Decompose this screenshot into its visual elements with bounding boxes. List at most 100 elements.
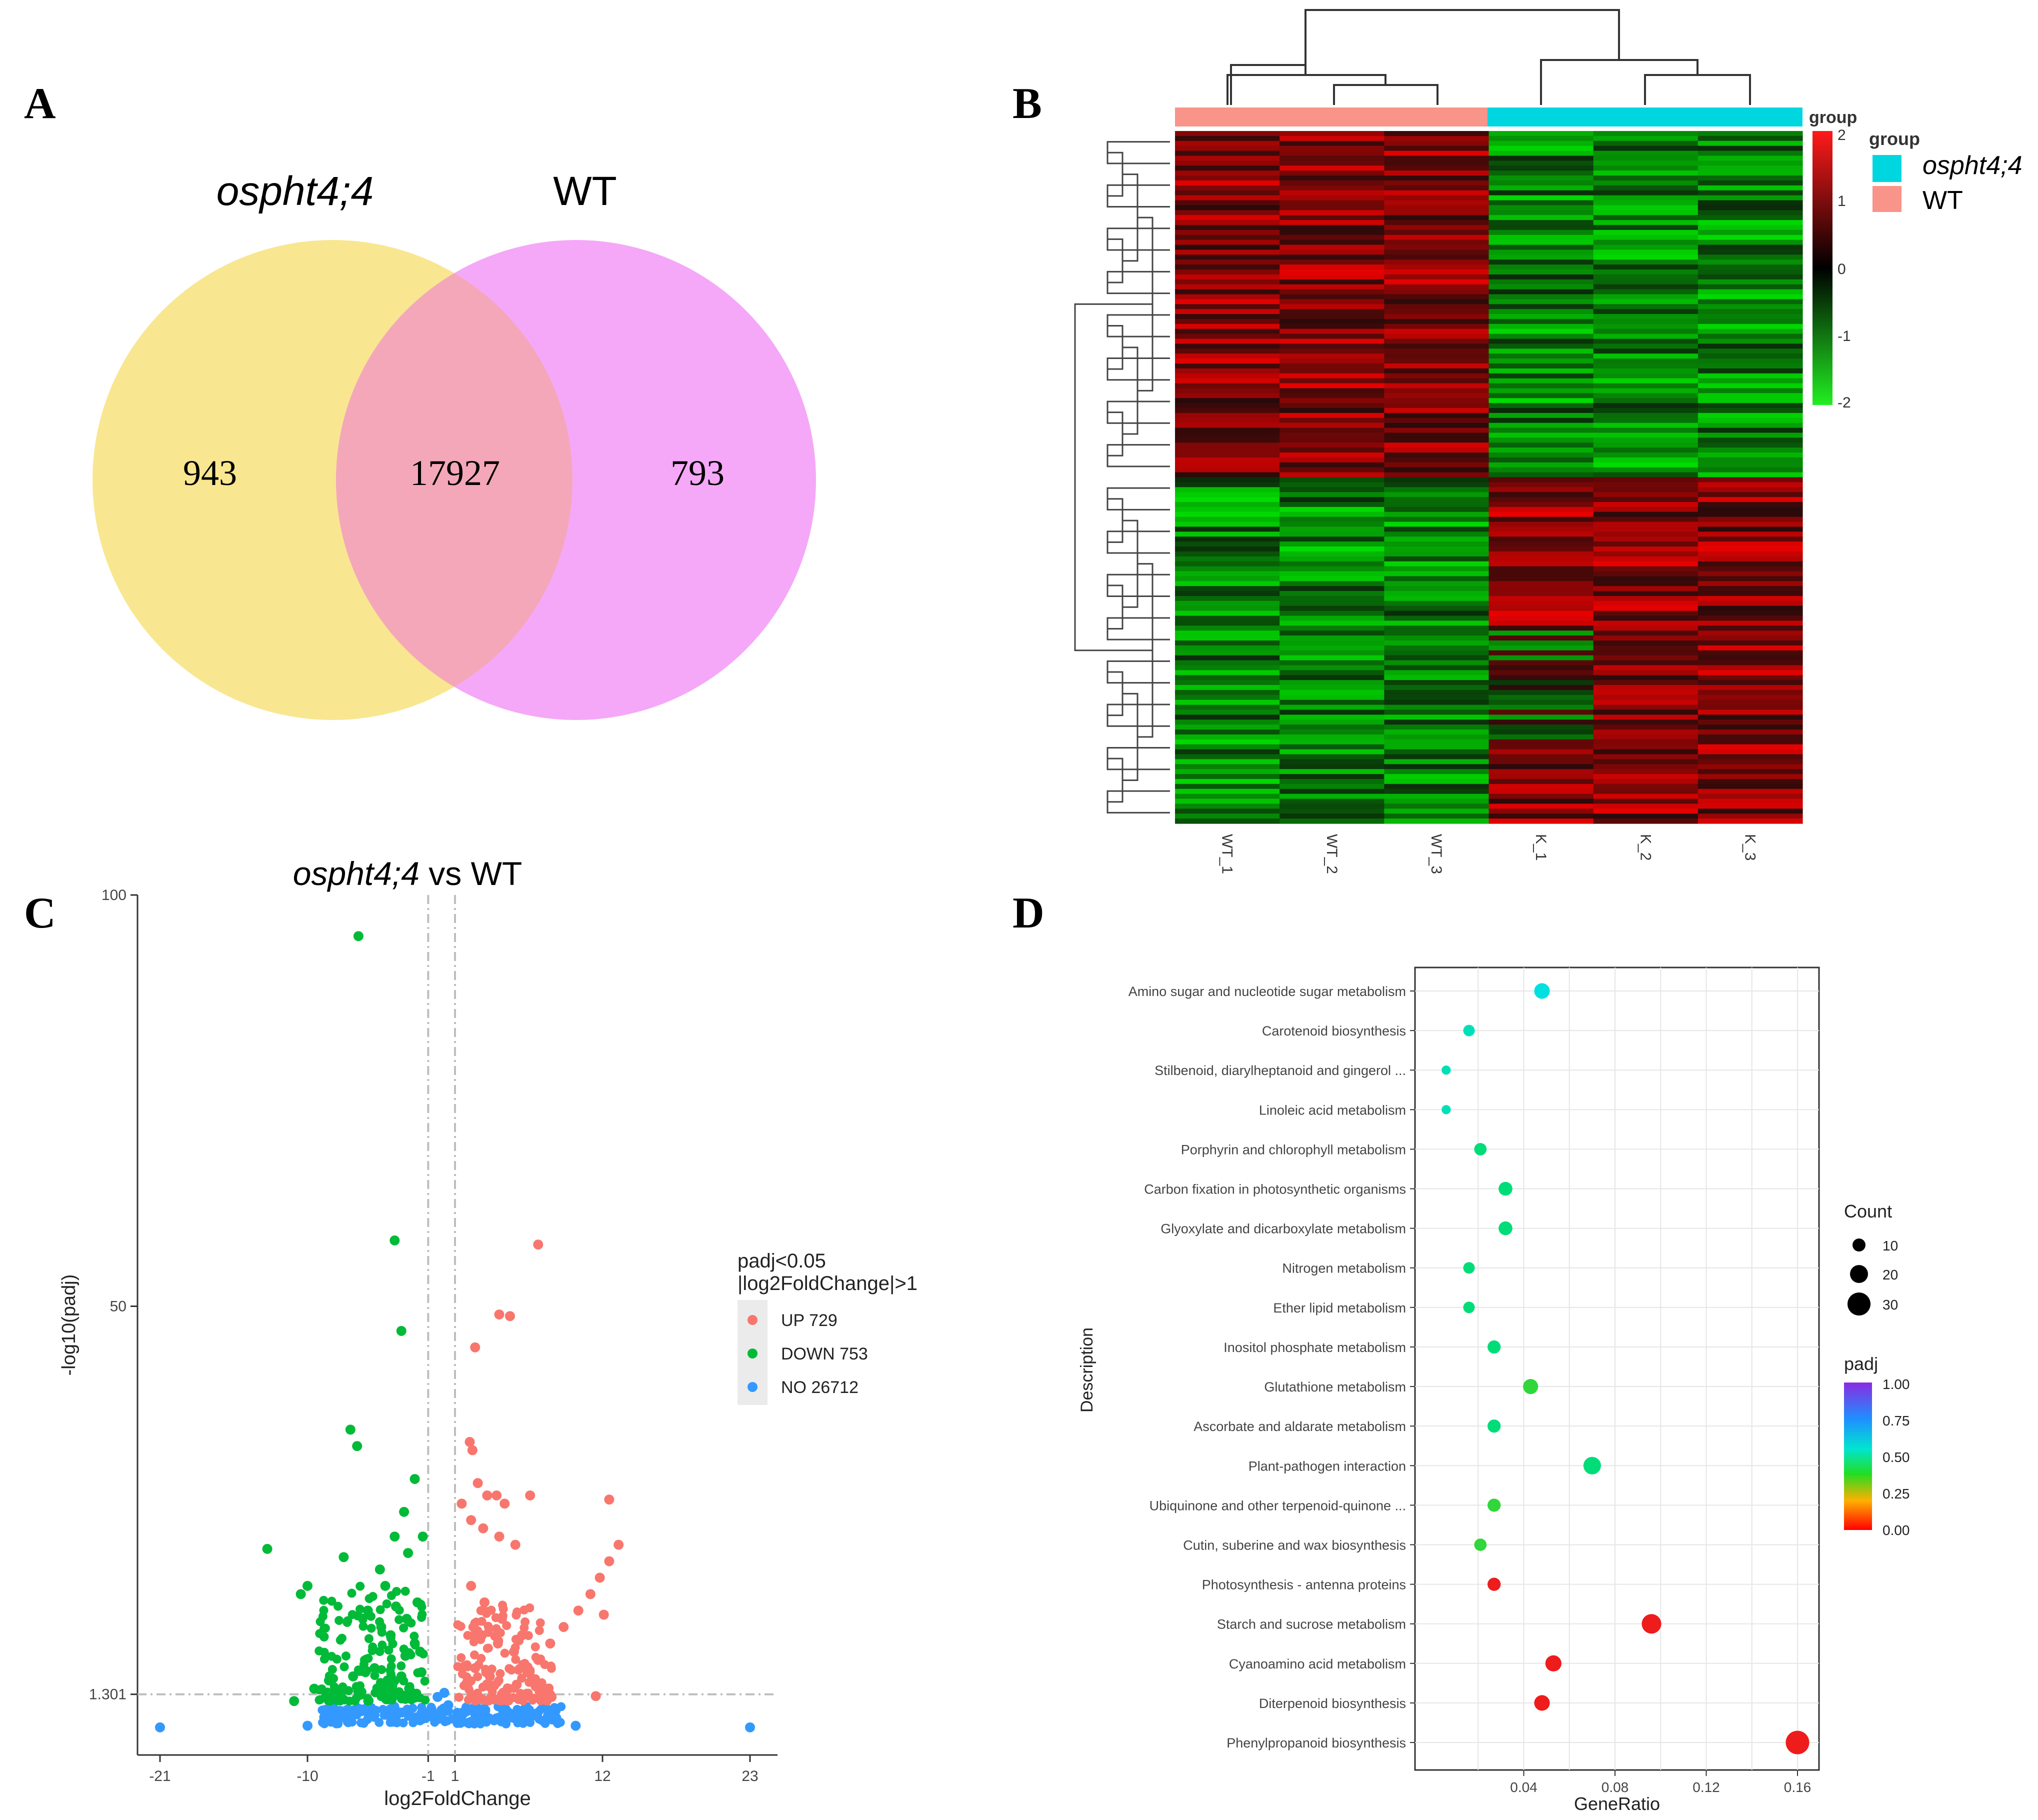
down-point [359,1660,368,1669]
heatmap-cell [1384,398,1490,404]
count-legend-title: Count [1844,1201,1892,1222]
heatmap-cell [1175,477,1280,482]
heatmap-cell [1280,680,1384,686]
down-point [345,1424,356,1435]
heatmap-cell [1698,546,1803,552]
heatmap-cell [1698,482,1803,488]
heatmap-cell [1384,254,1490,260]
heatmap-cell [1175,685,1280,690]
heatmap-cell [1593,363,1698,369]
up-point [537,1678,546,1688]
down-point [330,1682,339,1692]
legend-label-ospht: ospht4;4 [1922,151,2022,180]
heatmap-cell [1280,383,1384,389]
heatmap-cell [1175,136,1280,142]
heatmap-cell [1698,457,1803,463]
heatmap-cell [1488,818,1594,824]
panel-letter-b: B [1012,80,1042,128]
heatmap-cell [1488,457,1594,463]
heatmap-cell [1175,542,1280,547]
no-point [322,1712,333,1722]
heatmap-cell [1280,418,1384,424]
heatmap-cell [1698,432,1803,438]
heatmap-scale-ticks: 2 1 0 -1 -2 [1838,127,1851,411]
heatmap-cell [1488,318,1594,324]
heatmap-cell [1280,328,1384,334]
up-point [480,1664,490,1674]
heatmap-cell [1175,334,1280,340]
heatmap-cell [1280,714,1384,720]
heatmap-cell [1280,408,1384,414]
heatmap-cell [1488,264,1594,270]
heatmap-cell [1488,694,1594,700]
heatmap-cell [1280,205,1384,210]
heatmap-cell [1488,492,1594,498]
no-point [302,1720,312,1731]
volcano-xlabel: log2FoldChange [384,1788,531,1810]
heatmap-cell [1384,690,1490,696]
heatmap-cell [1175,314,1280,320]
heatmap-cell [1175,338,1280,344]
heatmap-cell [1698,522,1803,528]
up-point [478,1523,488,1534]
heatmap-cell [1384,522,1490,528]
heatmap-cell [1488,338,1594,344]
legend-label-wt: WT [1922,186,1963,215]
heatmap-cell [1593,289,1698,295]
heatmap-cell [1280,626,1384,631]
heatmap-cell [1175,551,1280,557]
heatmap-cell [1593,655,1698,661]
legend-dot-up [748,1315,758,1325]
heatmap-cell [1280,180,1384,186]
heatmap-cell [1698,670,1803,676]
volcano-ylabel: -log10(padj) [58,1274,80,1376]
heatmap-cell [1698,472,1803,478]
heatmap-cell [1488,596,1594,602]
heatmap-cell [1698,764,1803,770]
heatmap-cell [1593,506,1698,512]
heatmap-cell [1488,620,1594,626]
heatmap-cell [1593,710,1698,715]
heatmap-cell [1488,448,1594,453]
heatmap-cell [1384,506,1490,512]
heatmap-cell [1175,150,1280,156]
heatmap-cell [1488,610,1594,616]
no-point [443,1700,454,1710]
heatmap-cell [1488,626,1594,631]
group-bar-ospht [1488,108,1802,126]
heatmap-cell [1698,512,1803,518]
heatmap-cell [1488,180,1594,186]
heatmap-cell [1280,596,1384,602]
enrichment-xlabel: GeneRatio [1574,1794,1660,1814]
up-point [484,1622,493,1631]
heatmap-cell [1593,185,1698,191]
heatmap-cell [1384,136,1490,142]
heatmap-cell [1488,606,1594,612]
down-point [336,1688,346,1698]
x-tick-label: -1 [422,1768,435,1784]
heatmap-cell [1593,472,1698,478]
count-legend-dot [1852,1238,1866,1252]
heatmap-cell [1698,610,1803,616]
heatmap-cell [1280,250,1384,255]
no-point [556,1702,566,1712]
heatmap-cell [1384,185,1490,191]
heatmap-cell [1384,764,1490,770]
no-point [552,1716,562,1727]
heatmap-cell [1175,160,1280,166]
heatmap-cell [1698,704,1803,710]
up-point [470,1650,479,1660]
heatmap-cell [1175,215,1280,220]
heatmap-cell [1698,710,1803,715]
heatmap-cell [1280,724,1384,730]
heatmap-cell [1698,506,1803,512]
no-point [155,1722,165,1732]
down-point [390,1532,400,1542]
no-point [396,1708,406,1718]
heatmap-cell [1175,710,1280,715]
heatmap-cell [1175,749,1280,755]
heatmap-cell [1280,289,1384,295]
enrichment-point [1463,1302,1475,1314]
heatmap-cell [1175,185,1280,191]
up-point [486,1606,496,1615]
